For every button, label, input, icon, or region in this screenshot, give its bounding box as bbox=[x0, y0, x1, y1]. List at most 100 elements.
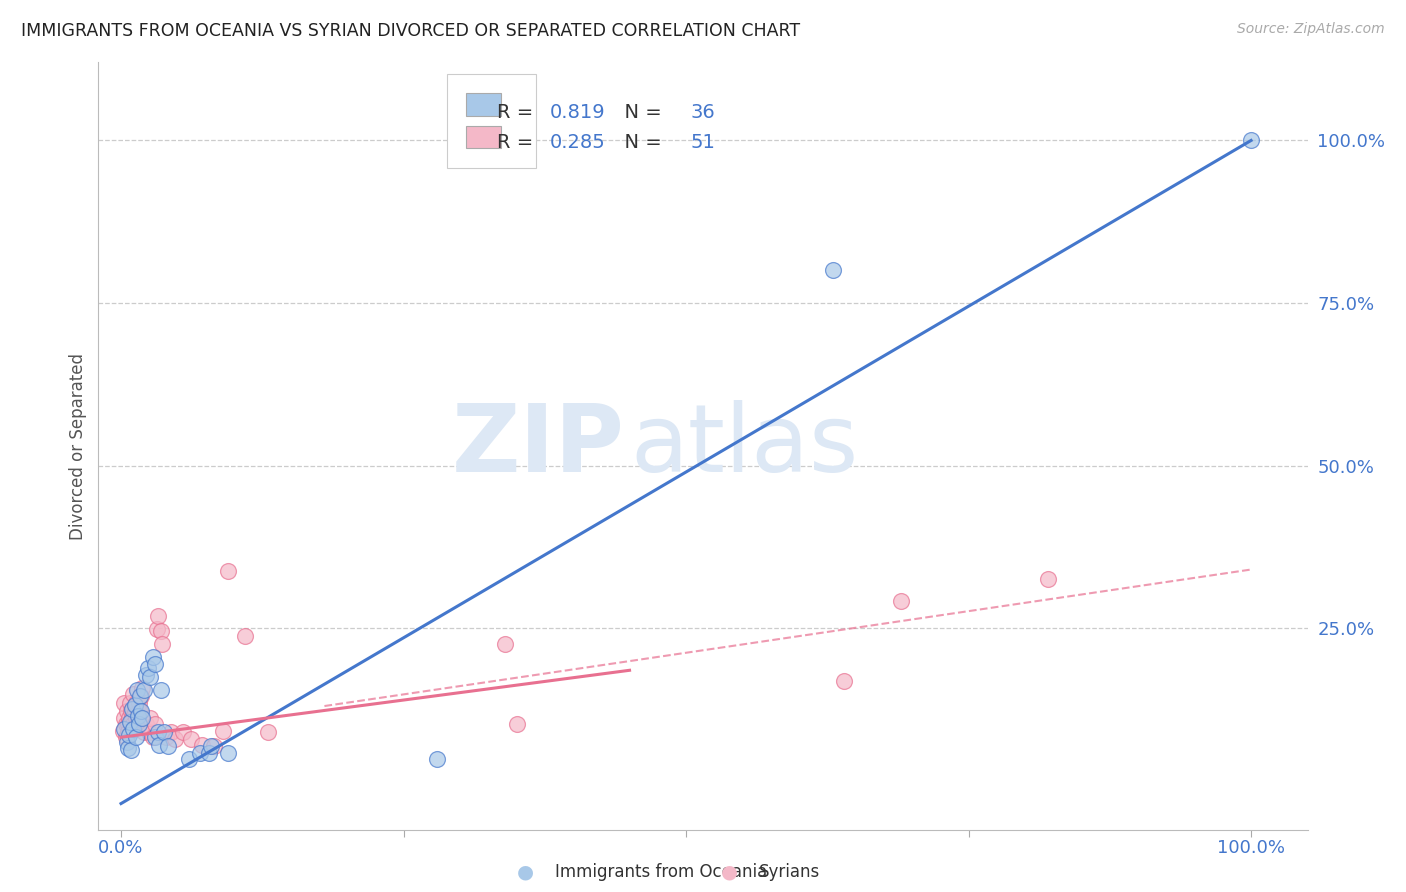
Point bbox=[131, 690, 153, 704]
Point bbox=[122, 717, 145, 731]
Text: N =: N = bbox=[613, 103, 668, 122]
Text: 0.285: 0.285 bbox=[550, 134, 605, 153]
Point bbox=[172, 725, 194, 739]
Point bbox=[131, 704, 153, 718]
Point bbox=[112, 696, 135, 710]
Y-axis label: Divorced or Separated: Divorced or Separated bbox=[69, 352, 87, 540]
Point bbox=[832, 674, 855, 689]
Point bbox=[211, 723, 233, 738]
Point bbox=[149, 682, 172, 697]
Point bbox=[191, 738, 214, 752]
Point bbox=[200, 739, 222, 754]
Point bbox=[122, 687, 145, 701]
Point bbox=[128, 717, 150, 731]
Text: atlas: atlas bbox=[630, 400, 859, 492]
Point bbox=[128, 696, 150, 710]
Point bbox=[117, 725, 139, 739]
Text: R =: R = bbox=[498, 134, 540, 153]
Point bbox=[132, 725, 155, 739]
Point bbox=[135, 717, 157, 731]
Point bbox=[112, 722, 135, 736]
Point bbox=[148, 738, 170, 752]
Point bbox=[159, 725, 181, 739]
Point bbox=[148, 725, 170, 739]
Point bbox=[890, 593, 912, 607]
Text: ZIP: ZIP bbox=[451, 400, 624, 492]
Point bbox=[115, 735, 138, 749]
Point bbox=[125, 682, 148, 697]
Point bbox=[153, 725, 176, 739]
Point bbox=[821, 263, 844, 277]
Point bbox=[177, 752, 200, 766]
Point bbox=[505, 717, 527, 731]
Text: ●: ● bbox=[517, 863, 534, 882]
Text: Source: ZipAtlas.com: Source: ZipAtlas.com bbox=[1237, 22, 1385, 37]
Point bbox=[143, 731, 166, 745]
Text: IMMIGRANTS FROM OCEANIA VS SYRIAN DIVORCED OR SEPARATED CORRELATION CHART: IMMIGRANTS FROM OCEANIA VS SYRIAN DIVORC… bbox=[21, 22, 800, 40]
Text: ●: ● bbox=[721, 863, 738, 882]
Point bbox=[257, 725, 280, 739]
Point bbox=[143, 657, 166, 671]
Point bbox=[115, 704, 138, 718]
Point bbox=[494, 637, 516, 651]
Point bbox=[132, 682, 155, 697]
Point bbox=[125, 717, 148, 731]
Point bbox=[188, 746, 211, 760]
Point bbox=[120, 704, 142, 718]
Text: Syrians: Syrians bbox=[759, 863, 821, 881]
Point bbox=[129, 704, 152, 718]
Text: Immigrants from Oceania: Immigrants from Oceania bbox=[555, 863, 768, 881]
Text: 100.0%: 100.0% bbox=[1218, 839, 1285, 857]
Point bbox=[146, 623, 169, 637]
Point bbox=[135, 668, 157, 682]
Point bbox=[125, 731, 148, 745]
Point bbox=[122, 722, 145, 736]
Point bbox=[118, 711, 141, 725]
Point bbox=[120, 723, 142, 738]
Point bbox=[117, 717, 139, 731]
Point bbox=[217, 746, 239, 760]
Point bbox=[142, 650, 165, 665]
Point bbox=[112, 711, 135, 725]
Point bbox=[120, 696, 142, 710]
Text: R =: R = bbox=[498, 103, 540, 122]
Point bbox=[114, 717, 136, 731]
Point bbox=[112, 723, 135, 738]
Text: 51: 51 bbox=[690, 134, 716, 153]
Point bbox=[120, 715, 142, 730]
Point bbox=[148, 609, 170, 624]
Point bbox=[149, 624, 172, 639]
Point bbox=[136, 661, 159, 675]
Text: N =: N = bbox=[613, 134, 668, 153]
Point bbox=[198, 746, 221, 760]
Point bbox=[142, 731, 165, 745]
Text: 36: 36 bbox=[690, 103, 716, 122]
Point bbox=[1240, 133, 1263, 147]
Point bbox=[129, 690, 152, 704]
Point bbox=[121, 702, 143, 716]
Point bbox=[114, 731, 136, 745]
Point bbox=[155, 731, 177, 745]
Text: 0.819: 0.819 bbox=[550, 103, 605, 122]
Point bbox=[125, 711, 148, 725]
Point bbox=[180, 731, 202, 746]
Point bbox=[157, 739, 180, 754]
Point bbox=[143, 717, 166, 731]
Text: 0.0%: 0.0% bbox=[98, 839, 143, 857]
Point bbox=[131, 711, 153, 725]
Legend: , : , bbox=[453, 79, 530, 161]
Point bbox=[139, 670, 162, 684]
Point bbox=[165, 731, 187, 746]
Point bbox=[118, 728, 141, 742]
Point bbox=[202, 739, 225, 754]
Point bbox=[117, 741, 139, 756]
Point bbox=[124, 698, 146, 712]
Point bbox=[150, 637, 173, 651]
Point bbox=[124, 704, 146, 718]
Point bbox=[121, 711, 143, 725]
Point bbox=[125, 696, 148, 710]
Point bbox=[127, 708, 149, 723]
Point bbox=[426, 752, 449, 766]
Point bbox=[138, 725, 160, 739]
Point bbox=[128, 711, 150, 725]
